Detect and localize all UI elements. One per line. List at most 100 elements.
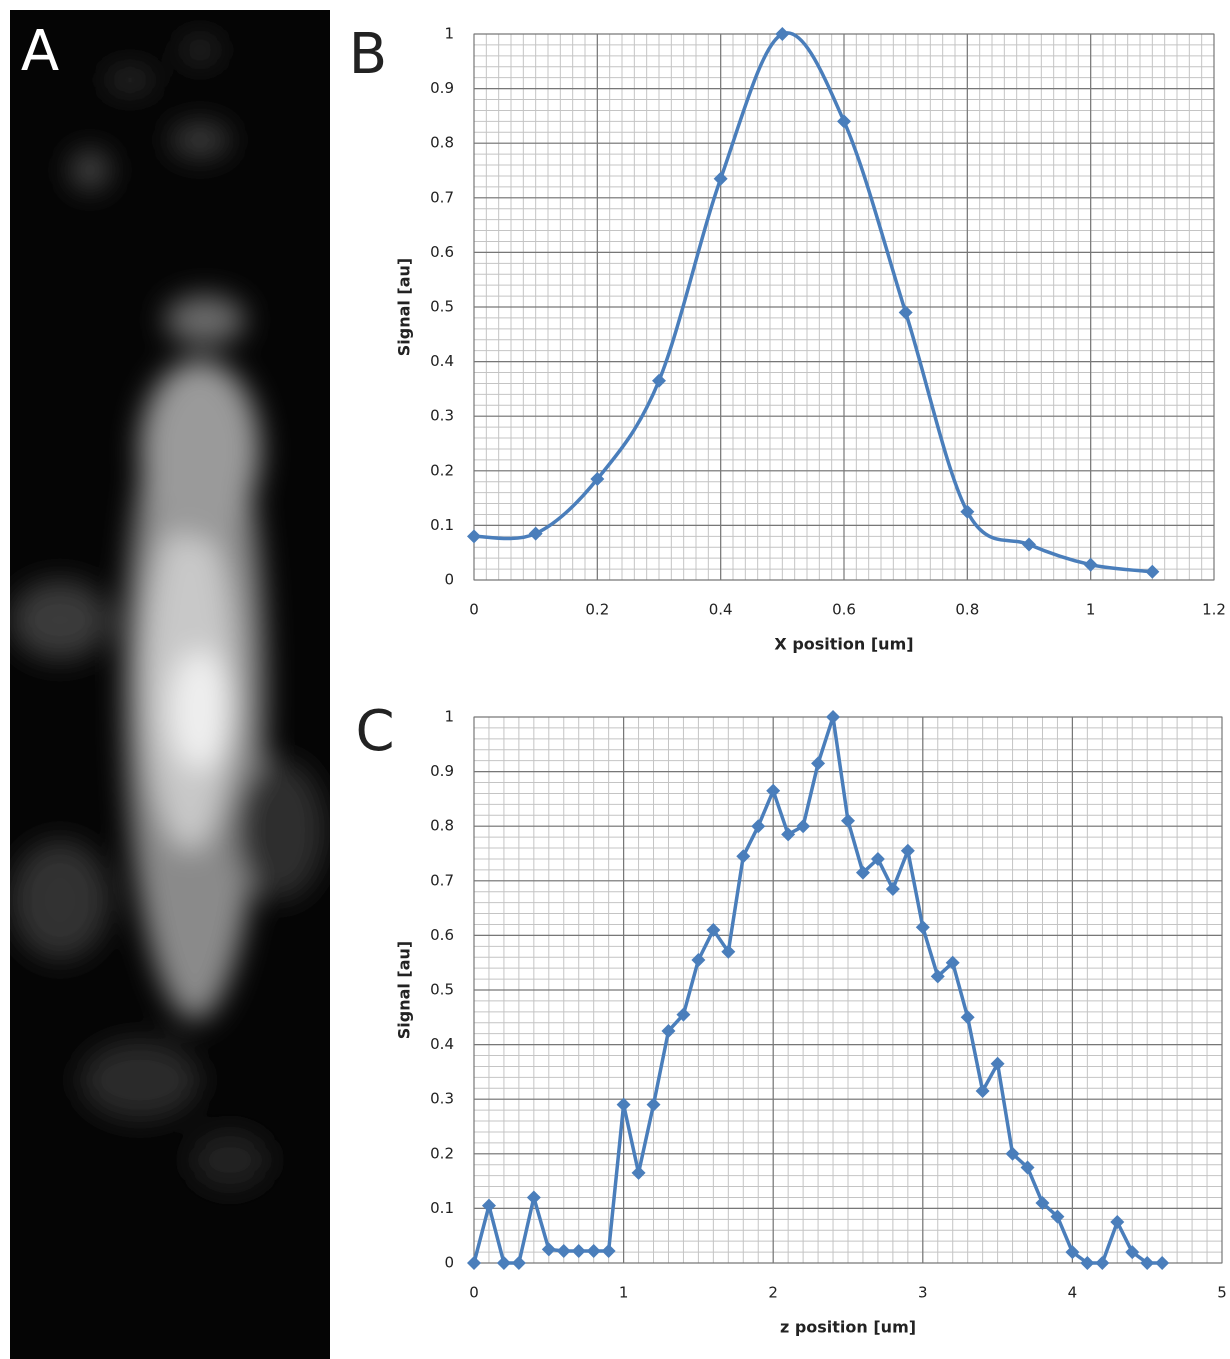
marker [915, 920, 930, 935]
marker [541, 1242, 556, 1257]
x-tick-label: 0.2 [585, 601, 609, 619]
marker [796, 819, 811, 834]
marker [766, 783, 781, 798]
marker [631, 1165, 646, 1180]
x-tick-label: 5 [1217, 1284, 1227, 1302]
marker [960, 1010, 975, 1025]
marker [1125, 1245, 1140, 1260]
marker [528, 526, 543, 541]
x-tick-label: 1 [619, 1284, 629, 1302]
y-tick-label: 0.1 [430, 1199, 454, 1217]
marker [496, 1256, 511, 1270]
marker [571, 1243, 586, 1258]
marker [1005, 1146, 1020, 1161]
marker [713, 171, 728, 186]
y-tick-label: 0.4 [430, 1035, 454, 1053]
marker [1050, 1209, 1065, 1224]
marker [1080, 1256, 1095, 1270]
marker [811, 756, 826, 771]
marker [601, 1243, 616, 1258]
y-tick-label: 0.8 [430, 134, 454, 152]
marker [1035, 1195, 1050, 1210]
marker [775, 27, 790, 41]
y-tick-label: 0.4 [430, 352, 454, 370]
x-tick-label: 4 [1068, 1284, 1078, 1302]
y-tick-label: 0.9 [430, 79, 454, 97]
panel-label: A [21, 19, 59, 84]
marker [1020, 1160, 1035, 1175]
y-tick-label: 0.2 [430, 461, 454, 479]
marker [706, 922, 721, 937]
marker [511, 1256, 526, 1270]
data-line [473, 31, 1153, 574]
x-tick-label: 1.2 [1202, 601, 1226, 619]
y-tick-label: 0.5 [430, 298, 454, 316]
marker [930, 969, 945, 984]
marker [885, 881, 900, 896]
marker [1022, 537, 1036, 552]
marker [590, 471, 605, 486]
marker [526, 1190, 541, 1205]
marker [1155, 1256, 1170, 1270]
x-tick-label: 0.6 [832, 601, 856, 619]
marker [960, 504, 975, 519]
marker [467, 529, 481, 544]
x-tick-label: 0 [469, 1284, 479, 1302]
y-tick-label: 0.3 [430, 1090, 454, 1108]
marker [661, 1023, 676, 1038]
marker [1065, 1245, 1080, 1260]
marker [870, 851, 885, 866]
marker [616, 1097, 631, 1112]
panel-label: B [349, 22, 387, 87]
marker [826, 710, 841, 724]
y-tick-label: 0.3 [430, 407, 454, 425]
micrograph [10, 10, 330, 1359]
x-axis-title: X position [um] [774, 635, 913, 654]
x-tick-label: 0.8 [955, 601, 979, 619]
y-tick-label: 0.6 [430, 926, 454, 944]
y-tick-label: 0.9 [430, 762, 454, 780]
marker [1095, 1256, 1110, 1270]
marker [837, 114, 851, 129]
y-tick-label: 0.6 [430, 243, 454, 261]
y-tick-label: 0.8 [430, 817, 454, 835]
y-tick-label: 0 [444, 1254, 454, 1272]
x-tick-label: 3 [918, 1284, 928, 1302]
marker [900, 843, 915, 858]
marker [1145, 564, 1160, 579]
marker [1140, 1256, 1155, 1270]
marker [556, 1243, 571, 1258]
marker [945, 955, 960, 970]
y-axis-title: Signal [au] [395, 258, 414, 357]
marker [676, 1007, 691, 1022]
x-tick-label: 0 [469, 601, 479, 619]
marker [652, 373, 666, 388]
marker [975, 1084, 990, 1099]
marker [691, 952, 706, 967]
y-tick-label: 0 [444, 571, 454, 589]
x-tick-label: 2 [768, 1284, 778, 1302]
y-tick-label: 1 [444, 708, 454, 726]
marker [751, 819, 766, 834]
marker [646, 1097, 661, 1112]
y-tick-label: 0.7 [430, 188, 454, 206]
marker [1083, 557, 1098, 572]
marker [1110, 1215, 1125, 1230]
marker [481, 1198, 496, 1213]
x-axis-title: z position [um] [780, 1318, 916, 1337]
marker [467, 1256, 481, 1270]
y-tick-label: 1 [444, 25, 454, 43]
y-tick-label: 0.7 [430, 871, 454, 889]
marker [855, 865, 870, 880]
y-tick-label: 0.2 [430, 1144, 454, 1162]
marker [721, 944, 736, 959]
y-tick-label: 0.5 [430, 981, 454, 999]
x-tick-label: 1 [1086, 601, 1096, 619]
y-tick-label: 0.1 [430, 516, 454, 534]
marker [736, 849, 751, 864]
marker [586, 1243, 601, 1258]
marker [841, 813, 855, 828]
marker [898, 305, 913, 320]
marker [781, 827, 796, 842]
